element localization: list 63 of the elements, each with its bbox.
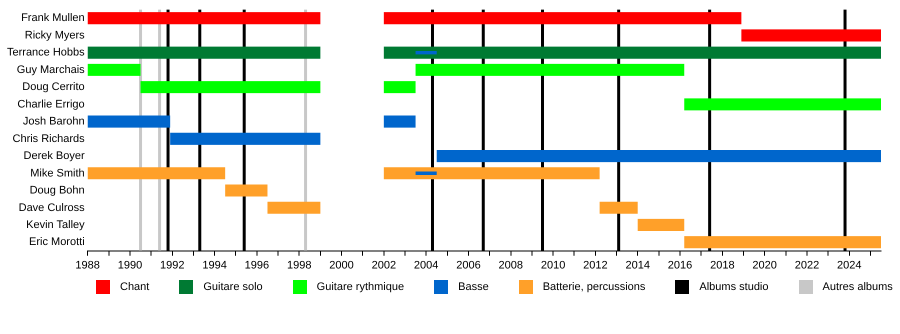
bar	[170, 132, 320, 145]
y-tick-label: Kevin Talley	[26, 218, 86, 231]
y-tick-label: Chris Richards	[12, 132, 86, 145]
x-tick-label: 2000	[329, 259, 354, 272]
y-tick-label: Charlie Errigo	[17, 98, 85, 110]
legend-label: Batterie, percussions	[542, 281, 646, 293]
bar	[88, 12, 320, 24]
x-tick-label: 2002	[372, 259, 396, 272]
x-tick-label: 1988	[75, 259, 100, 272]
x-tick-label: 1992	[160, 259, 185, 272]
x-tick-label: 2024	[837, 259, 862, 272]
x-tick-label: 2006	[456, 259, 481, 272]
bar	[267, 202, 320, 214]
bar	[436, 150, 881, 162]
y-tick-label: Derek Boyer	[24, 150, 85, 162]
y-tick-label: Doug Cerrito	[22, 81, 85, 94]
bar	[416, 64, 684, 76]
bar	[384, 116, 416, 128]
bar	[684, 98, 881, 110]
legend-label: Basse	[458, 281, 489, 293]
y-tick-label: Doug Bohn	[30, 184, 85, 197]
y-tick-label: Josh Barohn	[22, 116, 85, 128]
bar	[225, 184, 268, 197]
legend-label: Chant	[120, 281, 150, 293]
legend-label: Autres albums	[822, 281, 893, 293]
y-tick-label: Terrance Hobbs	[6, 46, 86, 59]
bar	[140, 81, 320, 94]
x-tick-label: 2004	[414, 259, 438, 272]
x-tick-label: 1990	[118, 259, 142, 272]
bar	[88, 64, 141, 76]
x-tick-label: 2020	[752, 259, 777, 272]
y-tick-label: Mike Smith	[30, 167, 85, 180]
bar	[88, 116, 170, 128]
legend-label: Albums studio	[699, 281, 768, 293]
bar	[416, 172, 437, 175]
bar	[384, 46, 881, 59]
bar	[684, 236, 881, 248]
x-tick-label: 2010	[540, 259, 566, 272]
bar	[88, 167, 226, 180]
x-tick-label: 1996	[244, 259, 270, 272]
x-tick-label: 1998	[286, 259, 312, 272]
x-tick-label: 2008	[498, 259, 524, 272]
y-tick-label: Ricky Myers	[24, 29, 86, 42]
x-tick-label: 2022	[794, 259, 820, 272]
legend-label: Guitare solo	[203, 281, 263, 293]
bar	[384, 12, 742, 24]
legend-label: Guitare rythmique	[316, 281, 404, 293]
bar	[416, 50, 437, 54]
bar	[638, 218, 684, 231]
bar	[384, 167, 600, 180]
bar	[741, 29, 881, 42]
y-tick-label: Frank Mullen	[21, 12, 85, 24]
x-tick-label: 2012	[583, 259, 608, 272]
x-tick-label: 2014	[625, 259, 650, 272]
x-tick-label: 2016	[668, 259, 692, 272]
y-tick-label: Guy Marchais	[16, 64, 86, 76]
x-tick-label: 1994	[202, 259, 227, 272]
x-tick-label: 2018	[710, 259, 735, 272]
bar	[384, 81, 416, 94]
bar	[88, 46, 320, 59]
y-tick-label: Eric Morotti	[29, 236, 85, 248]
bar	[600, 202, 638, 214]
y-tick-label: Dave Culross	[18, 202, 86, 214]
